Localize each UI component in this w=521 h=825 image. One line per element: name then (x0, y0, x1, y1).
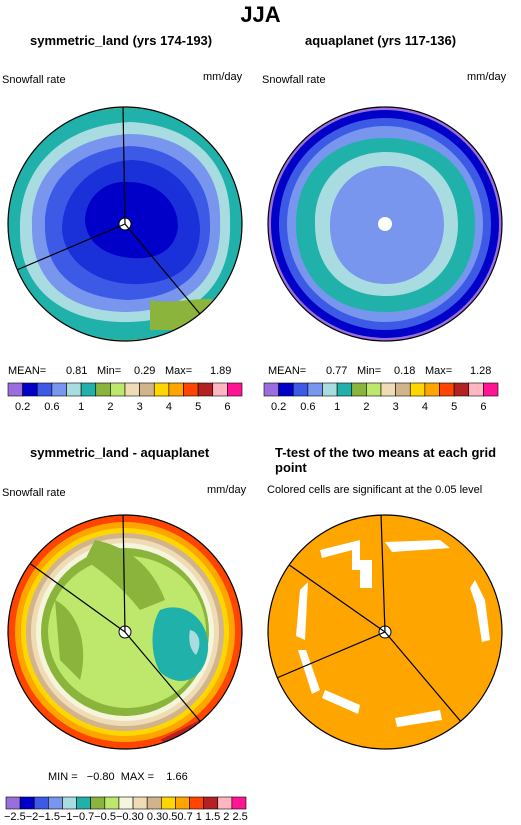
colorbar-swatch (48, 796, 63, 810)
panel1-max-value: 1.89 (210, 365, 232, 377)
colorbar-swatch (453, 382, 470, 397)
colorbar-swatch (380, 382, 396, 397)
panel1-units-label: mm/day (203, 71, 243, 83)
colorbar-tick-label: 0.2 (271, 401, 286, 413)
colorbar-tick-label: 1 (78, 401, 84, 413)
colorbar-swatch (19, 796, 35, 810)
panel1-min-value: 0.29 (134, 365, 156, 377)
panel3-units-label: mm/day (207, 484, 247, 496)
colorbar-swatch (36, 382, 53, 397)
colorbar-panel3 (5, 796, 247, 810)
panel4-subtitle: Colored cells are significant at the 0.0… (267, 484, 483, 496)
panel2-variable-label: Snowfall rate (262, 74, 326, 86)
colorbar-panel3-labels: −2.5−2−1.5−1−0.7−0.5−0.30 0.30.50.7 1 1.… (4, 811, 248, 823)
colorbar-swatch (183, 382, 199, 397)
colorbar-swatch (104, 796, 120, 810)
panel1-mean-value: 0.81 (66, 365, 88, 377)
colorbar-tick-label: 5 (451, 401, 457, 413)
colorbar-swatch (90, 796, 106, 810)
colorbar-swatch (124, 382, 140, 397)
colorbar-swatch (351, 382, 367, 397)
colorbar-swatch (95, 382, 111, 397)
panel2-mean-value: 0.77 (326, 365, 348, 377)
panel3-title: symmetric_land - aquaplanet (30, 445, 210, 460)
panel2-units-label: mm/day (467, 71, 507, 83)
colorbar-swatch (7, 382, 23, 397)
colorbar-swatch (33, 796, 49, 810)
panel3-minmax-text: MIN = −0.80 MAX = 1.66 (48, 771, 188, 783)
colorbar-swatch (62, 796, 77, 810)
figure-title: JJA (240, 2, 281, 27)
colorbar-swatch (197, 382, 214, 397)
colorbar-swatch (336, 382, 353, 397)
colorbar-swatch (439, 382, 455, 397)
colorbar-panel1: 0.2 0.6 1 2 3 4 5 6 (7, 382, 243, 413)
colorbar-swatch (175, 796, 190, 810)
colorbar-swatch (263, 382, 279, 397)
colorbar-swatch (146, 796, 162, 810)
colorbar-swatch (22, 382, 38, 397)
colorbar-swatch (227, 382, 243, 397)
colorbar-tick-label: 2 (107, 401, 113, 413)
colorbar-swatch (424, 382, 440, 397)
panel2-max-value: 1.28 (470, 365, 492, 377)
colorbar-panel2: 0.2 0.6 1 2 3 4 5 6 (263, 382, 499, 413)
colorbar-tick-label: 0.2 (15, 401, 30, 413)
colorbar-swatch (66, 382, 82, 397)
colorbar-swatch (168, 382, 184, 397)
panel3-map (8, 515, 242, 749)
panel4-map (268, 515, 502, 749)
colorbar-swatch (278, 382, 294, 397)
colorbar-tick-label: 6 (480, 401, 486, 413)
panel1-max-label: Max= (165, 365, 193, 377)
colorbar-swatch (76, 796, 92, 810)
colorbar-tick-label: 0.6 (300, 401, 315, 413)
colorbar-swatch (409, 382, 426, 397)
colorbar-swatch (80, 382, 97, 397)
colorbar-swatch (483, 382, 499, 397)
colorbar-swatch (307, 382, 323, 397)
colorbar-swatch (189, 796, 204, 810)
panel1-variable-label: Snowfall rate (2, 74, 66, 86)
panel4-title: T-test of the two means at each grid poi… (275, 445, 497, 475)
colorbar-swatch (292, 382, 309, 397)
panel1-title: symmetric_land (yrs 174-193) (30, 33, 213, 48)
panel2-min-value: 0.18 (394, 365, 416, 377)
colorbar-swatch (118, 796, 134, 810)
panel1-map (8, 107, 242, 341)
panel2-map (268, 107, 502, 341)
colorbar-swatch (203, 796, 219, 810)
colorbar-swatch (468, 382, 484, 397)
panel1-mean-label: MEAN= (8, 365, 47, 377)
colorbar-tick-label: 3 (137, 401, 143, 413)
colorbar-tick-label: 1 (334, 401, 340, 413)
colorbar-swatch (132, 796, 148, 810)
colorbar-swatch (217, 796, 233, 810)
colorbar-swatch (322, 382, 338, 397)
colorbar-swatch (212, 382, 228, 397)
panel2-max-label: Max= (425, 365, 453, 377)
colorbar-tick-label: 4 (422, 401, 428, 413)
colorbar-tick-label: 2 (363, 401, 369, 413)
colorbar-swatch (139, 382, 155, 397)
colorbar-tick-label: 0.6 (44, 401, 59, 413)
panel2-title: aquaplanet (yrs 117-136) (305, 33, 457, 48)
colorbar-swatch (231, 796, 247, 810)
colorbar-tick-label: 4 (166, 401, 172, 413)
colorbar-swatch (160, 796, 176, 810)
panel2-min-label: Min= (357, 365, 382, 377)
colorbar-swatch (51, 382, 67, 397)
colorbar-tick-label: 5 (195, 401, 201, 413)
panel2-mean-label: MEAN= (268, 365, 307, 377)
colorbar-swatch (153, 382, 170, 397)
colorbar-swatch (110, 382, 126, 397)
colorbar-swatch (5, 796, 21, 810)
colorbar-swatch (395, 382, 411, 397)
colorbar-tick-label: 6 (224, 401, 230, 413)
colorbar-tick-label: 3 (393, 401, 399, 413)
colorbar-swatch (366, 382, 382, 397)
panel1-min-label: Min= (97, 365, 122, 377)
panel3-variable-label: Snowfall rate (2, 487, 66, 499)
